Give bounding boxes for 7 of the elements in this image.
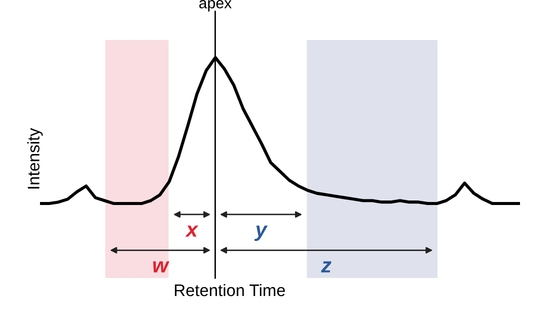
- text: z: [321, 261, 332, 272]
- text: y: [254, 226, 268, 241]
- text: w: [153, 261, 170, 272]
- y-axis-title: Intensity: [27, 128, 43, 188]
- text: apex: [199, 0, 232, 12]
- x-axis-title: Retention Time: [174, 284, 285, 296]
- text: x: [185, 226, 198, 237]
